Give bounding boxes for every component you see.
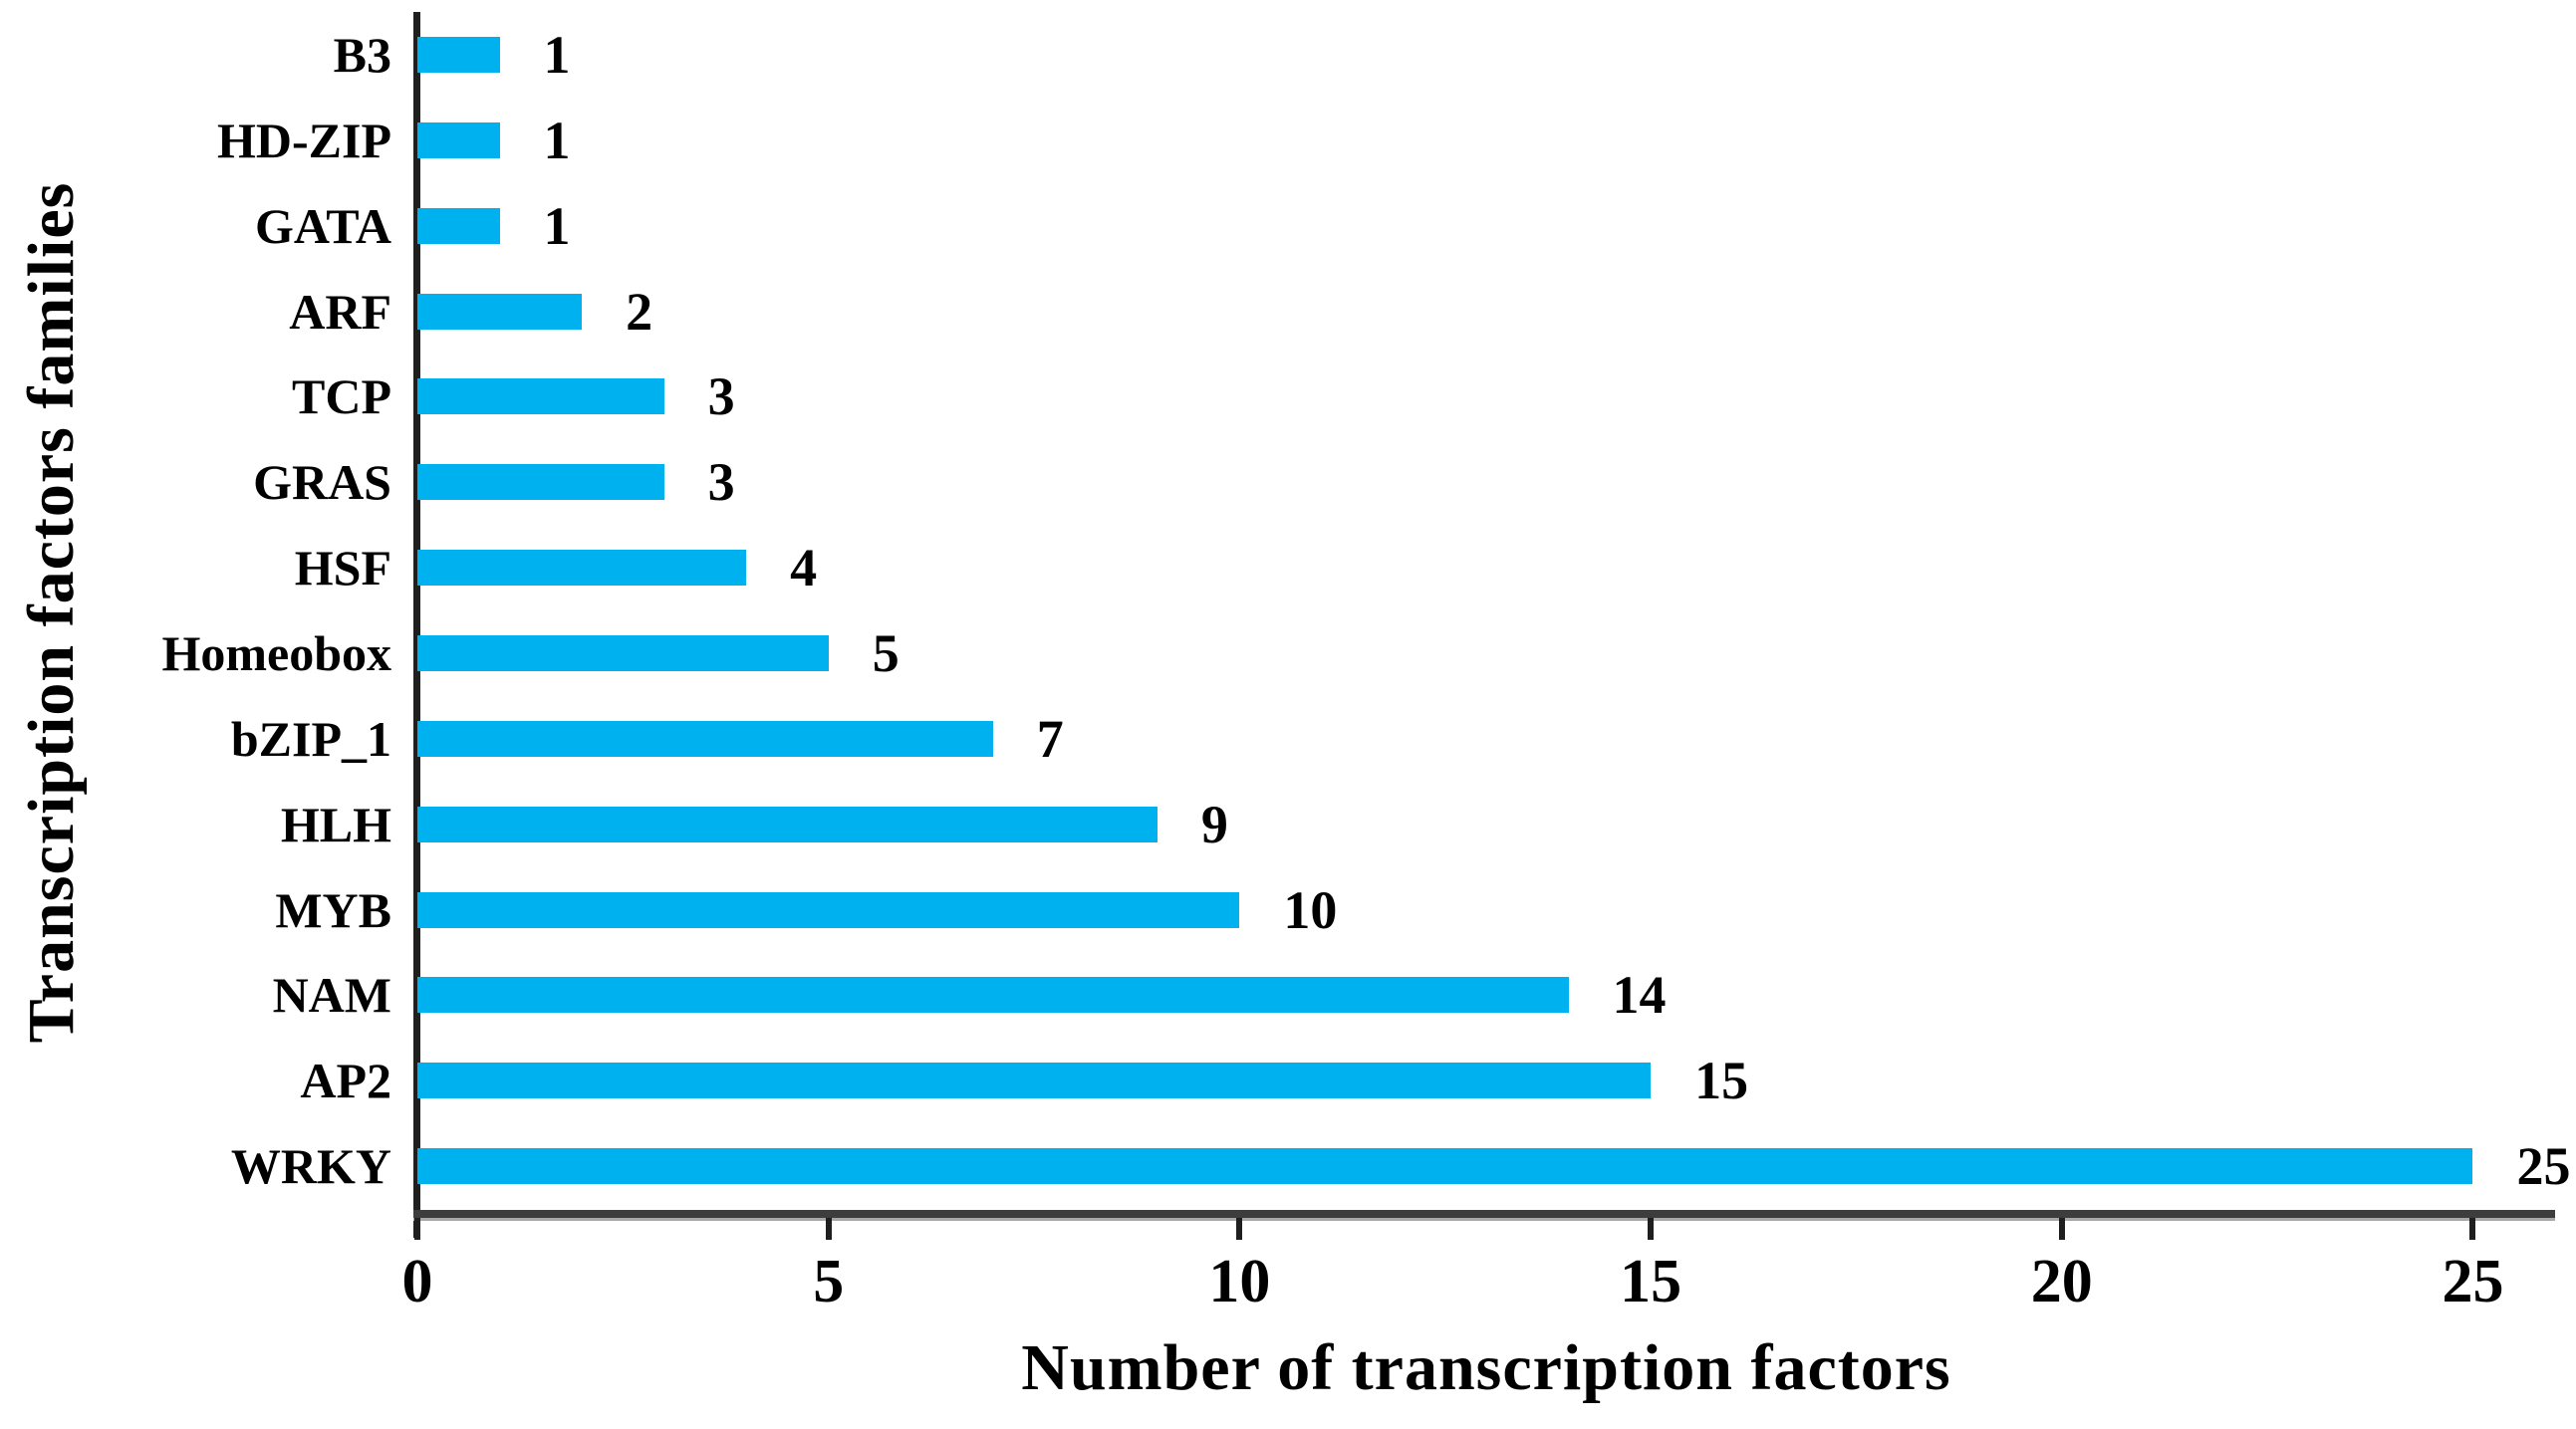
bar-row: TCP 3 xyxy=(292,354,2555,439)
bar xyxy=(417,36,500,73)
bar-row: HLH 9 xyxy=(281,782,2555,867)
bar xyxy=(417,1148,2473,1185)
bar-row: B3 1 xyxy=(334,12,2555,98)
bar xyxy=(417,121,500,158)
x-tick-mark xyxy=(414,1218,420,1240)
x-tick-mark xyxy=(825,1218,832,1240)
category-label: NAM xyxy=(272,967,391,1024)
bar xyxy=(417,378,664,415)
category-label: HLH xyxy=(280,796,391,852)
value-label: 15 xyxy=(1694,1051,1749,1111)
category-label: GRAS xyxy=(253,454,391,511)
category-label: AP2 xyxy=(300,1053,391,1109)
plot-area: B3 1 HD-ZIP 1 GATA 1 ARF 2 TCP 3 GRAS 3 HSF 4 Homeobox… xyxy=(161,12,2571,1209)
value-label: 7 xyxy=(1036,708,1064,769)
category-label: Homeobox xyxy=(161,624,391,681)
category-label: HD-ZIP xyxy=(217,112,391,168)
y-axis-line xyxy=(413,12,420,1238)
value-label: 3 xyxy=(707,452,735,513)
category-label: TCP xyxy=(292,368,391,425)
category-label: MYB xyxy=(275,881,391,938)
value-label: 14 xyxy=(1612,965,1667,1026)
bar-row: HSF 4 xyxy=(295,525,2555,610)
category-label: HSF xyxy=(294,540,391,596)
bar-row: GATA 1 xyxy=(255,183,2555,269)
value-label: 4 xyxy=(790,538,818,598)
value-label: 2 xyxy=(626,281,653,342)
value-label: 25 xyxy=(2516,1136,2571,1197)
bar xyxy=(417,550,747,587)
bar xyxy=(417,464,664,501)
x-tick-label: 0 xyxy=(401,1248,433,1315)
x-tick-mark xyxy=(1236,1218,1243,1240)
bar-row: bZIP_1 7 xyxy=(231,696,2555,782)
x-axis-title: Number of transcription factors xyxy=(1021,1331,1951,1404)
bar-row: WRKY 25 xyxy=(231,1123,2571,1209)
category-label: ARF xyxy=(289,283,391,340)
x-axis-line xyxy=(413,1210,2555,1221)
value-label: 10 xyxy=(1283,879,1338,940)
value-label: 9 xyxy=(1200,794,1228,854)
x-tick-label: 15 xyxy=(1620,1248,1682,1315)
bar-row: NAM 14 xyxy=(273,952,2555,1038)
bar-row: AP2 15 xyxy=(300,1038,2555,1123)
x-tick-label: 5 xyxy=(813,1248,845,1315)
bar xyxy=(417,293,583,330)
category-label: WRKY xyxy=(230,1138,391,1195)
x-tick-label: 10 xyxy=(1208,1248,1271,1315)
value-label: 3 xyxy=(707,366,735,427)
x-tick-label: 25 xyxy=(2442,1248,2504,1315)
bar xyxy=(417,891,1240,928)
bar-row: Homeobox 5 xyxy=(161,610,2555,696)
bar xyxy=(417,977,1569,1014)
x-tick-mark xyxy=(2469,1218,2476,1240)
category-label: bZIP_1 xyxy=(230,710,391,767)
bar xyxy=(417,1063,1652,1099)
y-axis-title: Transcription factors families xyxy=(15,181,88,1044)
x-tick-mark xyxy=(1648,1218,1655,1240)
bar xyxy=(417,720,993,757)
x-tick-label: 20 xyxy=(2030,1248,2093,1315)
bar xyxy=(417,806,1158,842)
bar-row: MYB 10 xyxy=(275,867,2555,953)
bar xyxy=(417,207,500,244)
bar-row: GRAS 3 xyxy=(253,439,2555,525)
value-label: 5 xyxy=(872,622,900,683)
x-tick-mark xyxy=(2058,1218,2065,1240)
bar-row: ARF 2 xyxy=(289,269,2555,355)
bar-rows: B3 1 HD-ZIP 1 GATA 1 ARF 2 TCP 3 GRAS 3 HSF 4 Homeobox… xyxy=(161,12,2571,1209)
bar xyxy=(417,634,829,671)
value-label: 1 xyxy=(543,24,571,85)
category-label: GATA xyxy=(254,197,391,254)
value-label: 1 xyxy=(543,110,571,170)
value-label: 1 xyxy=(543,195,571,256)
bar-row: HD-ZIP 1 xyxy=(217,98,2555,183)
category-label: B3 xyxy=(333,26,391,83)
